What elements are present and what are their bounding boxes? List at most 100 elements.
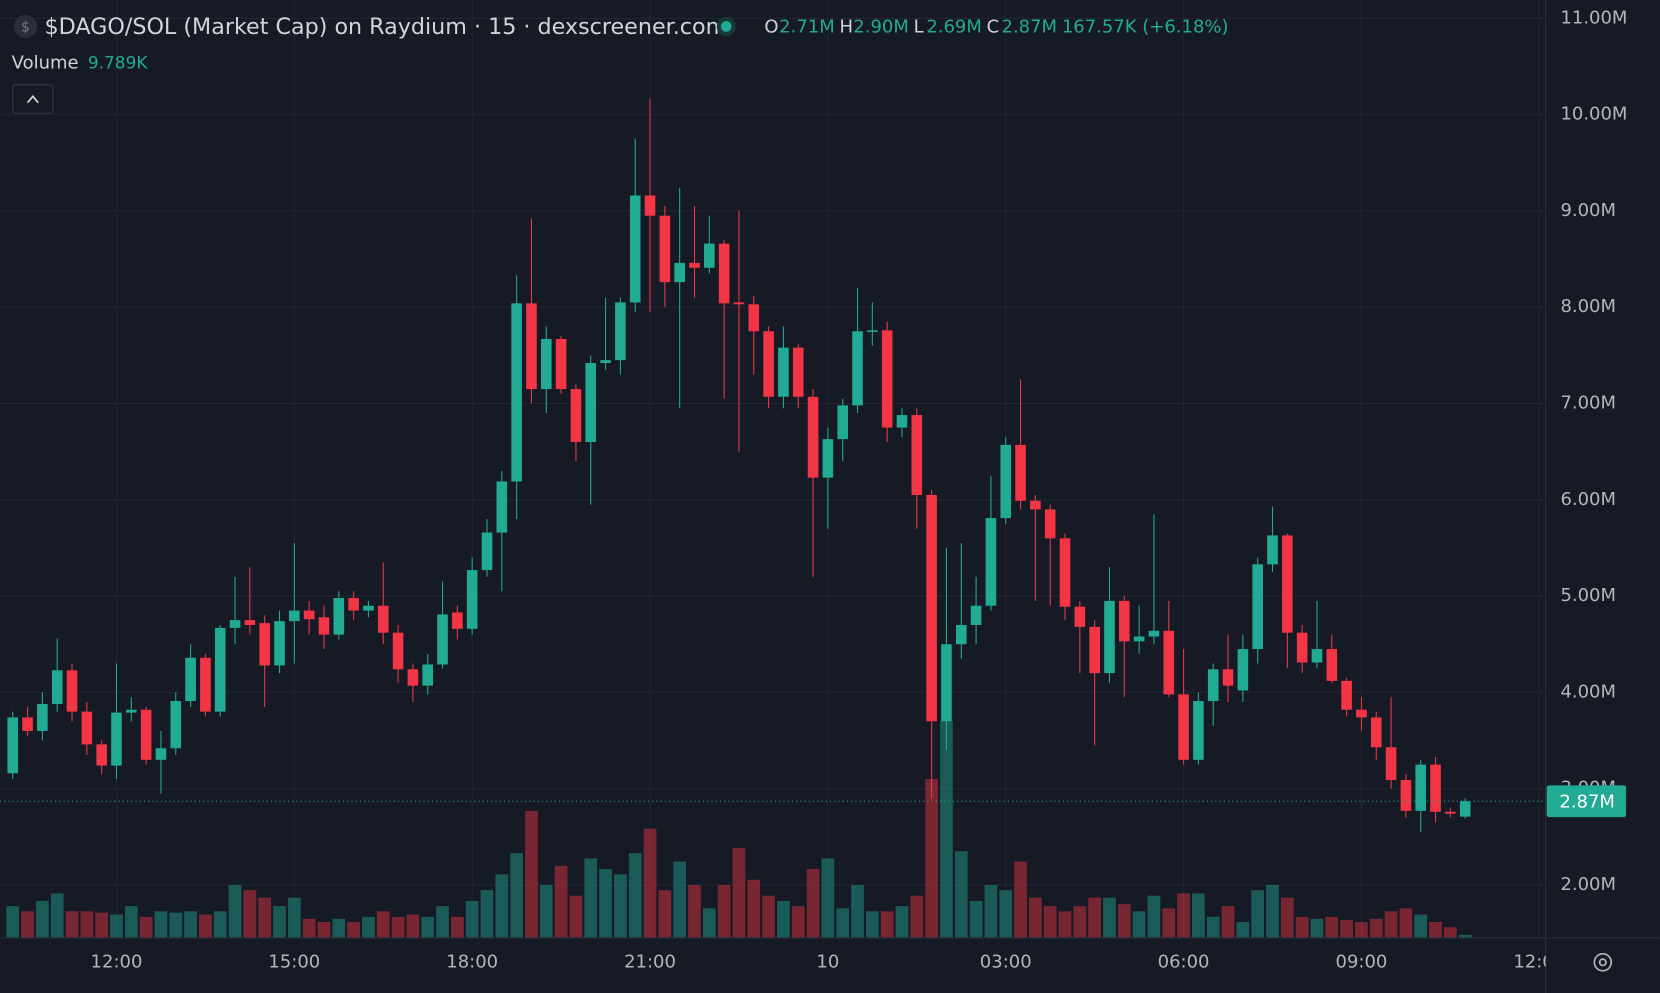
candle-body [496, 481, 508, 533]
volume-bar [184, 911, 197, 938]
volume-bar [910, 895, 924, 938]
candle-body [274, 621, 285, 666]
candle-body [244, 620, 256, 625]
volume-bar [436, 906, 449, 938]
candle-body [674, 262, 685, 283]
candle-body [185, 657, 196, 702]
volume-bar [332, 918, 346, 938]
volume-bar [732, 847, 746, 938]
gear-inner [1598, 958, 1607, 967]
y-tick-label: 8.00M [1560, 296, 1616, 317]
volume-bar [1340, 920, 1353, 938]
volume-bar [95, 912, 109, 938]
volume-bar [1177, 893, 1190, 938]
candle-body [1267, 535, 1278, 565]
volume-bar [969, 900, 983, 938]
candle-body [615, 302, 626, 361]
x-tick-label: 21:00 [624, 951, 676, 972]
volume-bar [999, 890, 1013, 938]
volume-label: Volume [12, 53, 79, 74]
volume-bar [1221, 906, 1235, 938]
candle-body [289, 610, 300, 622]
coin-icon-glyph: $ [21, 20, 30, 36]
volume-bar [6, 906, 20, 938]
candle-body [1415, 764, 1427, 811]
candle-body [1445, 811, 1456, 814]
coin-icon [13, 14, 38, 39]
x-tick-label: 09:00 [1336, 951, 1388, 972]
volume-bar [539, 884, 553, 938]
candle-body [1193, 701, 1204, 760]
grid [0, 0, 1546, 938]
candle-body [1311, 649, 1323, 663]
volume-bar [406, 914, 420, 938]
candle-body [911, 415, 923, 495]
volume-bar [1384, 911, 1398, 938]
volume-bar [362, 916, 375, 938]
ohlc-value: 2.69M [926, 17, 982, 38]
volume-bar [50, 893, 64, 938]
volume-bar [391, 916, 405, 938]
candle-body [1326, 649, 1338, 681]
candle-body [1282, 535, 1293, 633]
volume-bar [317, 922, 331, 938]
candle-body [1430, 764, 1441, 812]
volume-bar [673, 861, 687, 938]
candle-body [1104, 600, 1115, 674]
candle-body [392, 632, 404, 670]
volume-bar [1206, 916, 1220, 938]
candle-body [1237, 649, 1249, 691]
candle-body [1341, 680, 1352, 710]
last-price-tag [1546, 785, 1627, 818]
volume-bar [836, 908, 850, 938]
volume-bar [821, 858, 835, 938]
candle-body [66, 670, 78, 712]
volume-bar [940, 720, 953, 938]
volume-bar [1444, 927, 1457, 938]
candle-body [111, 712, 122, 766]
volume-value: 9.789K [88, 53, 148, 73]
candle-body [200, 657, 211, 712]
collapse-button[interactable] [12, 84, 54, 114]
volume-bar [376, 911, 390, 938]
chart-title: $DAGO/SOL (Market Cap) on Raydium · 15 ·… [44, 14, 727, 40]
candle-body [37, 703, 48, 731]
y-tick-label: 6.00M [1560, 489, 1616, 510]
volume-bar [1088, 897, 1102, 938]
candle-body [1207, 669, 1219, 702]
volume-bar [525, 810, 538, 938]
volume-bar [1310, 918, 1324, 938]
x-tick-label: 12:00 [1513, 951, 1565, 972]
volume-bar [628, 853, 642, 938]
candle-body [1356, 709, 1367, 718]
candle-body [600, 360, 611, 364]
y-tick-label: 9.00M [1560, 200, 1616, 221]
candle-body [1089, 626, 1100, 674]
candle-body [303, 610, 315, 620]
candle-body [1015, 444, 1026, 501]
volume-bar [139, 916, 153, 938]
candle-body [333, 598, 345, 635]
volume-bar [1429, 922, 1442, 938]
candle-body [1074, 606, 1086, 627]
candle-body [214, 627, 226, 712]
candle-body [466, 570, 478, 629]
y-tick-label: 2.00M [1560, 874, 1616, 895]
candle-body [1400, 780, 1412, 811]
candle-body [881, 330, 893, 428]
volume-bar [806, 869, 820, 938]
candle-body [540, 338, 552, 390]
y-tick-label: 10.00M [1560, 104, 1627, 125]
volume-bar [287, 897, 301, 938]
candle-body [348, 598, 359, 611]
candle-body [1222, 669, 1234, 686]
volume-bar [465, 900, 479, 938]
settings-icon[interactable] [1593, 952, 1613, 972]
volume-bar [688, 884, 701, 938]
volume-bar [124, 906, 138, 938]
volume-layer [6, 720, 1472, 938]
volume-bar [614, 874, 627, 938]
candle-body [985, 518, 997, 606]
